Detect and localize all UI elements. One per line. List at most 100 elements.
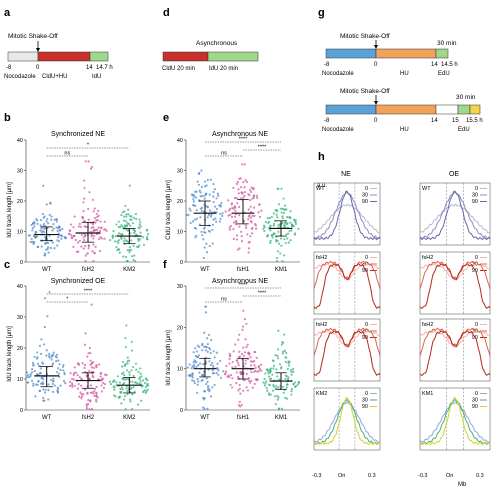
data-point-c-0 (30, 371, 34, 374)
profile-curve-1-1-2 (419, 263, 491, 310)
ytick-label-e-2: 20 (177, 199, 183, 205)
data-point-e-0 (208, 193, 211, 196)
data-point-f-0 (201, 396, 205, 399)
data-point-c-1 (89, 384, 93, 387)
shake-off-label-g2: Mitotic Shake-Off (340, 88, 390, 95)
data-point-c-1 (90, 362, 93, 365)
data-point-f-0 (196, 344, 199, 347)
data-point-c-2 (142, 390, 145, 393)
panel-g-timeline-bottom: Mitotic Shake-Off 30 min -8 0 14 15 15.5… (322, 88, 483, 133)
data-point-c-2 (132, 386, 135, 389)
data-point-e-1 (226, 199, 230, 202)
title-f: Asynchronous NE (212, 278, 268, 285)
data-point-e-2 (284, 241, 287, 245)
xtick-label-e-0: WT (200, 267, 210, 273)
data-point-c-0 (50, 358, 53, 361)
xtick-label-f-1: fsH1 (237, 415, 250, 421)
data-point-f-2 (276, 394, 279, 398)
data-point-f-0 (211, 369, 215, 372)
data-point-c-0 (36, 356, 39, 359)
data-point-e-2 (278, 223, 281, 226)
data-point-b-0 (47, 251, 50, 254)
data-point-b-1 (93, 216, 97, 220)
data-point-e-2 (277, 187, 280, 190)
data-point-c-2 (113, 379, 116, 382)
data-point-b-1 (79, 225, 82, 229)
data-point-f-2 (283, 333, 286, 336)
data-point-f-2 (274, 395, 277, 398)
profile-legend-3-1-2: 90 (472, 404, 478, 410)
data-point-c-2 (120, 390, 123, 394)
data-point-f-2 (278, 407, 281, 410)
profile-legend-1-1-2: 90 (472, 268, 478, 274)
profile-legend-0-1-2: 90 (472, 199, 478, 205)
data-point-f-0 (186, 366, 189, 369)
data-point-f-0 (205, 346, 208, 349)
data-point-b-2 (146, 233, 150, 236)
data-point-e-0 (214, 217, 217, 220)
data-point-b-0 (55, 218, 59, 221)
data-point-e-1 (243, 186, 246, 189)
data-point-c-2 (131, 393, 134, 396)
data-point-b-1 (87, 218, 90, 221)
duration-g1: 30 min (437, 40, 457, 47)
data-point-b-2 (117, 239, 121, 242)
profile-row-label-3-0: KM2 (316, 391, 327, 397)
data-point-f-2 (263, 377, 266, 381)
data-point-c-1 (86, 355, 89, 358)
tick-g2-0: -8 (324, 118, 330, 124)
data-point-c-1 (83, 343, 87, 346)
data-point-e-0 (199, 216, 202, 219)
data-point-e-0 (198, 189, 201, 192)
data-point-e-1 (248, 214, 251, 217)
data-point-e-1 (240, 235, 243, 238)
data-point-e-2 (276, 250, 280, 253)
data-point-c-2 (118, 381, 122, 384)
data-point-f-2 (266, 389, 269, 392)
data-point-b-0 (52, 223, 55, 226)
data-point-b-0 (57, 236, 60, 239)
data-point-b-0 (42, 222, 46, 226)
data-point-e-2 (269, 224, 272, 227)
profile-curve-3-1-0 (419, 401, 491, 444)
data-point-b-0 (55, 220, 59, 223)
data-point-f-1 (243, 317, 246, 321)
data-point-b-0 (48, 213, 51, 216)
data-point-e-2 (264, 220, 267, 224)
data-point-b-2 (128, 248, 131, 252)
data-point-e-1 (249, 235, 252, 238)
data-point-b-0 (28, 234, 32, 237)
data-point-b-2 (142, 243, 146, 246)
data-point-e-1 (241, 192, 244, 195)
data-point-f-1 (240, 372, 243, 376)
ytick-label-b-4: 40 (17, 138, 23, 144)
data-point-c-2 (113, 388, 116, 391)
profile-row-label-0-1: WT (422, 186, 431, 192)
data-point-f-0 (192, 351, 195, 354)
data-point-b-1 (93, 251, 96, 254)
panel-letter-g: g (318, 7, 325, 19)
data-point-c-1 (71, 385, 74, 389)
data-point-b-0 (56, 239, 59, 242)
data-point-b-0 (29, 240, 32, 244)
data-point-f-1 (244, 338, 247, 341)
data-point-f-0 (207, 386, 210, 389)
data-point-e-1 (245, 180, 248, 184)
data-point-c-2 (138, 382, 141, 385)
data-point-f-2 (285, 356, 288, 359)
data-point-b-2 (137, 237, 140, 240)
data-point-c-0 (29, 374, 32, 378)
data-point-b-0 (40, 245, 43, 248)
sig-label-f-0: ns (221, 297, 227, 303)
data-point-b-1 (78, 222, 81, 225)
profile-legend-2-1-1: 30 (472, 329, 478, 335)
panel-letter-f: f (163, 259, 167, 271)
data-point-c-1 (95, 398, 98, 401)
data-point-c-0 (40, 338, 43, 341)
data-point-f-1 (240, 403, 243, 407)
data-point-b-0 (49, 246, 53, 250)
data-point-c-0 (48, 291, 51, 294)
sig-label-c-0: * (66, 297, 69, 303)
ylabel-b: IdU track length [µm] (7, 182, 13, 238)
label-nocodazole-a: Nocodazole (4, 74, 36, 80)
